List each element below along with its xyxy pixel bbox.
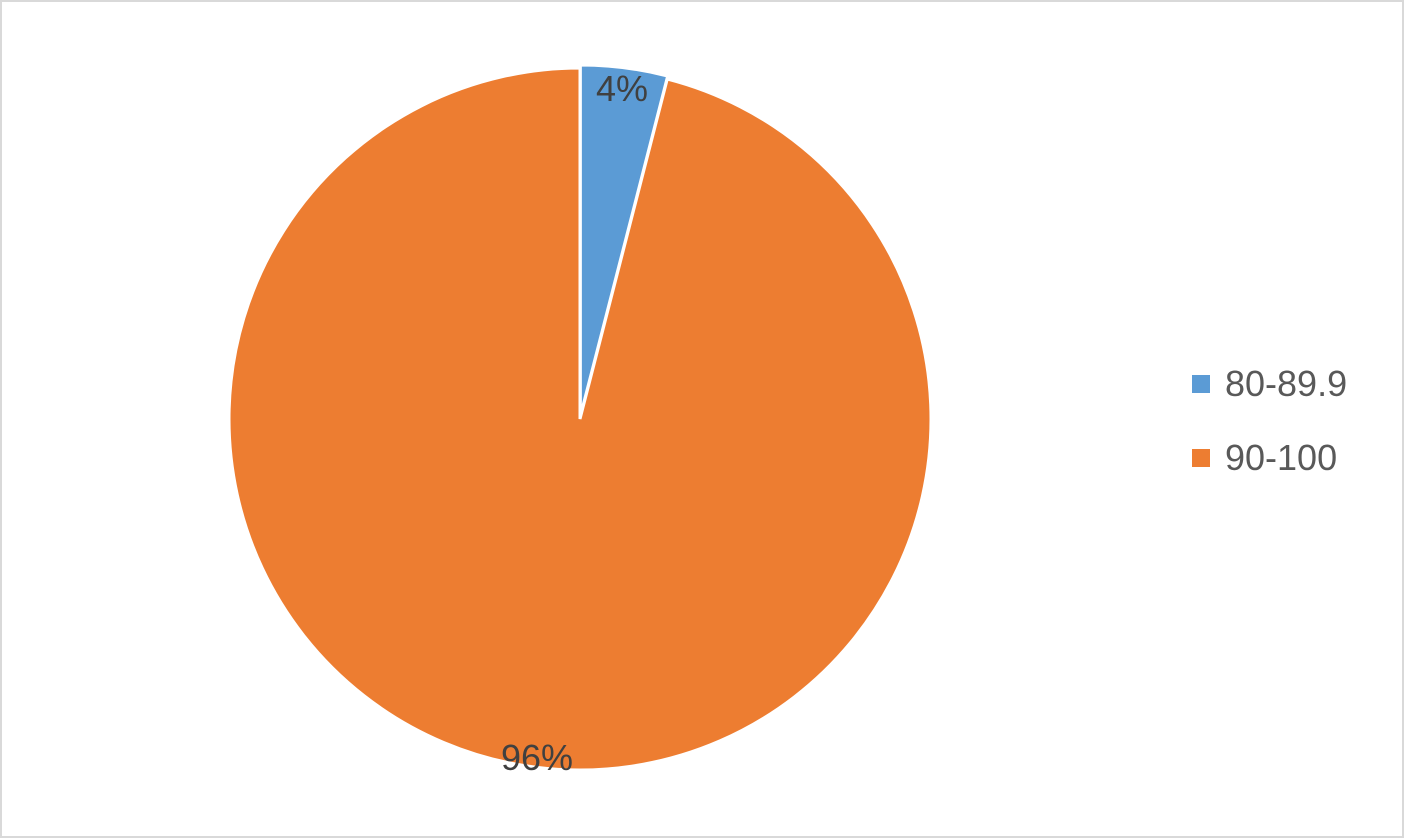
pie-slice-90-100 (227, 66, 933, 772)
data-label: 96% (501, 737, 573, 778)
legend-swatch (1192, 375, 1210, 393)
legend-item-80-89.9: 80-89.9 (1192, 363, 1348, 404)
data-label: 4% (596, 68, 648, 109)
legend-label: 80-89.9 (1225, 363, 1348, 404)
legend-item-90-100: 90-100 (1192, 437, 1347, 478)
legend-label: 90-100 (1225, 437, 1338, 478)
legend: 80-89.9 90-100 (1192, 363, 1348, 514)
legend-swatch (1192, 449, 1210, 467)
